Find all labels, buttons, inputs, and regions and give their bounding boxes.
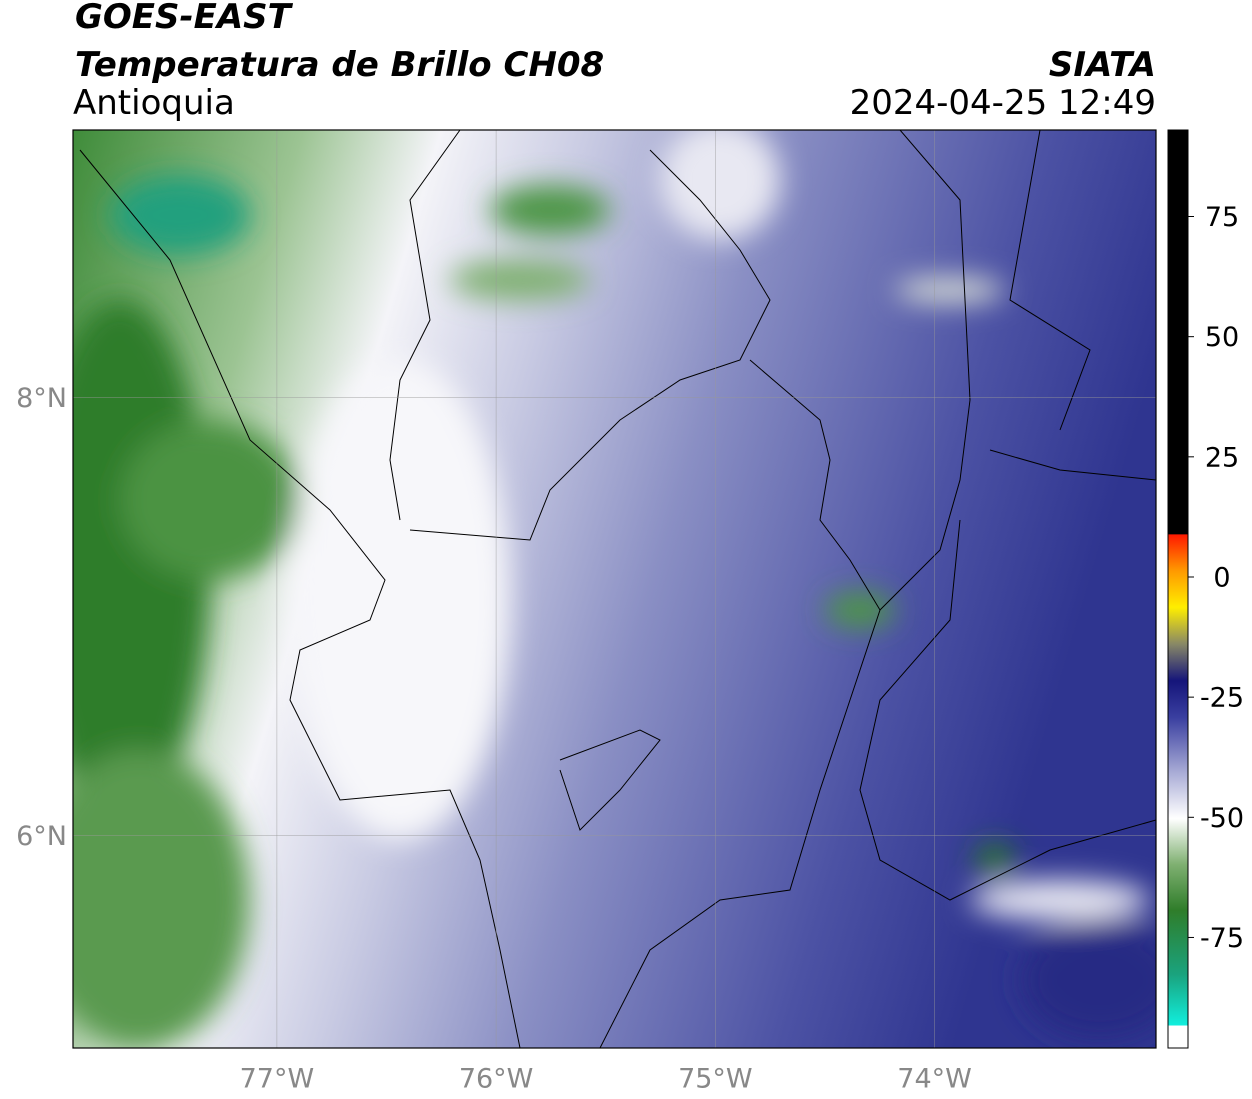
colorbar-tick-label: 75 — [1205, 202, 1239, 233]
colorbar-tick-label: 0 — [1213, 562, 1230, 593]
colorbar-tick-label: -50 — [1200, 803, 1244, 834]
colorbar-tick-label: -75 — [1200, 923, 1244, 954]
region-title: Antioquia — [73, 83, 235, 123]
x-tick-label: 74°W — [897, 1064, 972, 1095]
datetime-label: 2024-04-25 12:49 — [849, 83, 1156, 123]
satellite-title: GOES-EAST — [75, 0, 291, 37]
colorbar-tick-label: 50 — [1205, 322, 1239, 353]
colorbar-tick-label: 25 — [1205, 442, 1239, 473]
x-tick-label: 76°W — [459, 1064, 534, 1095]
product-title: Temperatura de Brillo CH08 — [75, 45, 605, 85]
colorbar-tick-label: -25 — [1200, 683, 1244, 714]
imagery — [73, 130, 1156, 1048]
x-tick-label: 77°W — [240, 1064, 315, 1095]
y-tick-label: 6°N — [16, 821, 67, 852]
map-frame — [72, 129, 1157, 1049]
x-tick-label: 75°W — [678, 1064, 753, 1095]
source-label: SIATA — [1048, 45, 1156, 85]
colorbar — [1167, 129, 1189, 1049]
y-tick-label: 8°N — [16, 383, 67, 414]
